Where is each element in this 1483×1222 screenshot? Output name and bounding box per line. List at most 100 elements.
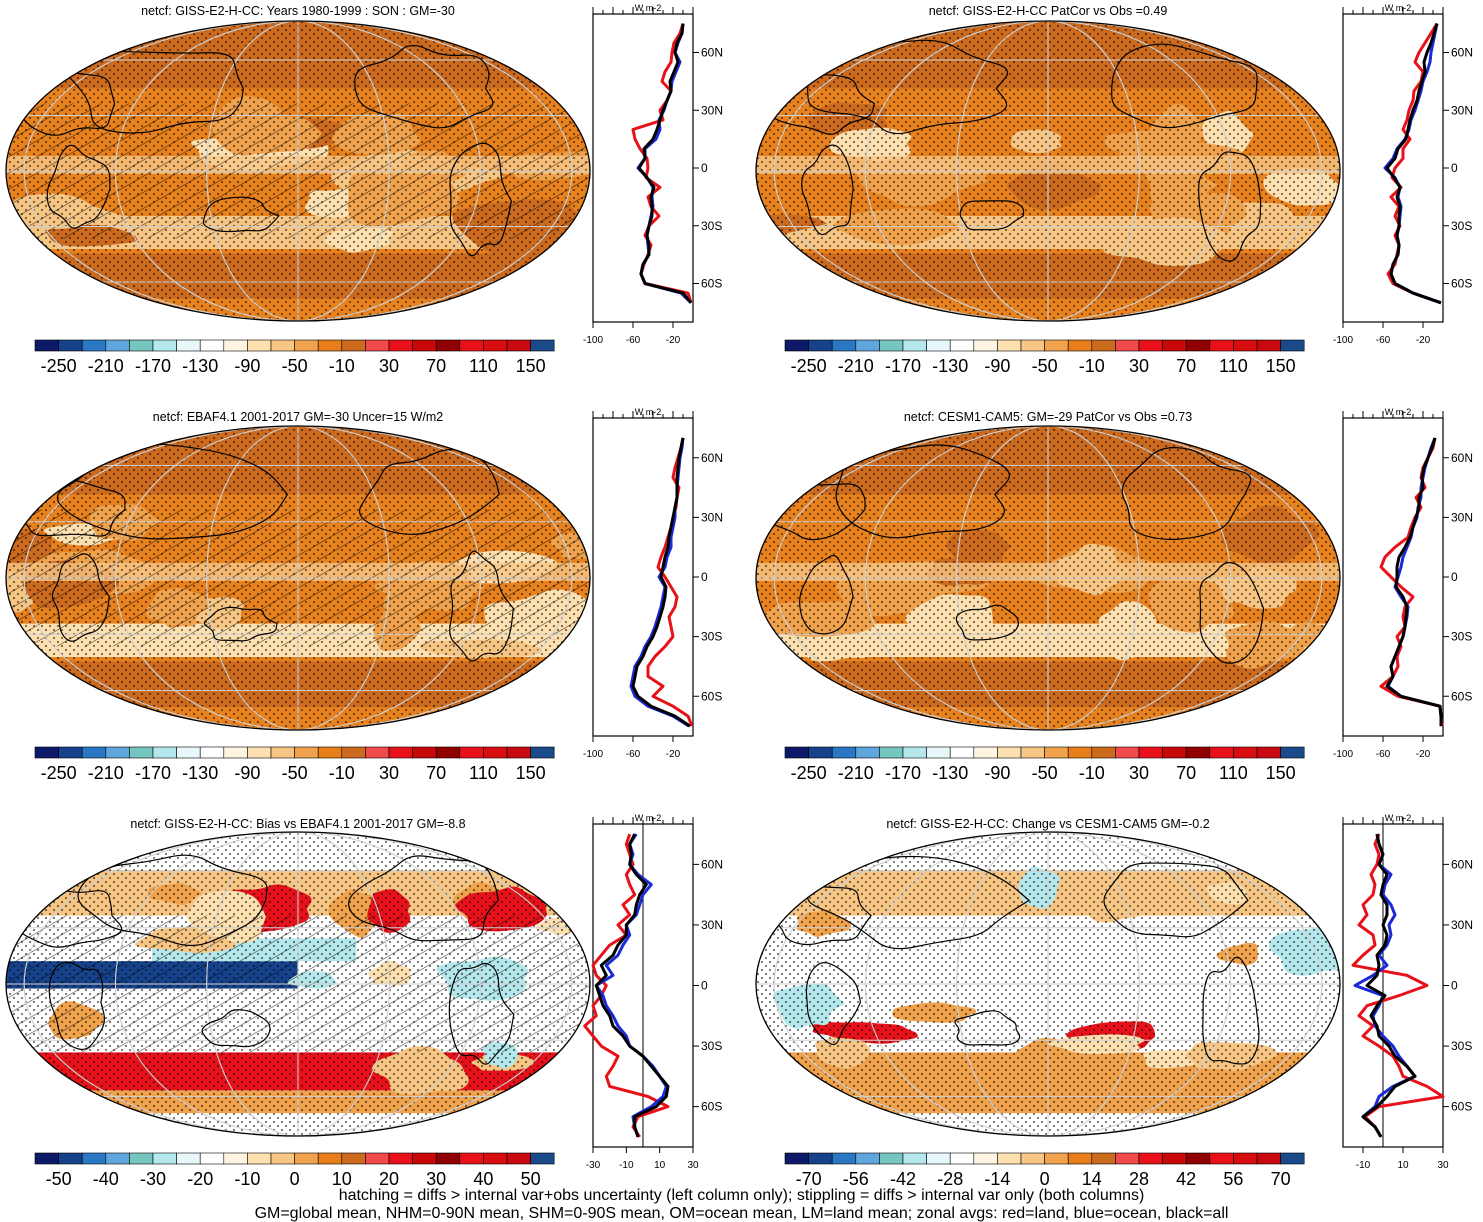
zonal-lat-label: 60N	[1451, 857, 1473, 871]
colorbar-box	[1115, 340, 1139, 351]
colorbar-box	[59, 340, 83, 351]
colorbar-box	[950, 1153, 974, 1164]
zonal-x-tick-label: -60	[1376, 335, 1391, 346]
colorbar-box	[413, 1153, 437, 1164]
colorbar-box	[950, 340, 974, 351]
colorbar-box	[271, 340, 295, 351]
colorbar-box	[903, 747, 927, 758]
colorbar-box	[1045, 1153, 1069, 1164]
colorbar-tick-label: -250	[791, 763, 827, 783]
colorbar-box	[1233, 340, 1257, 351]
colorbar-box	[1115, 747, 1139, 758]
zonal-unit-label: W m-2	[635, 813, 662, 823]
colorbar-tick-label: 70	[1176, 356, 1196, 376]
colorbar-tick-label: 110	[1219, 356, 1248, 376]
colorbar-box	[200, 340, 224, 351]
colorbar-box	[1045, 747, 1069, 758]
colorbar-box	[879, 1153, 903, 1164]
colorbar-box	[129, 747, 153, 758]
colorbar-box	[271, 747, 295, 758]
colorbar-box	[1163, 1153, 1187, 1164]
colorbar-tick-label: 10	[332, 1169, 352, 1189]
colorbar-box	[1210, 340, 1234, 351]
colorbar-tick-label: -130	[182, 763, 218, 783]
colorbar-box	[413, 340, 437, 351]
zonal-lat-label: 30N	[701, 103, 723, 117]
zonal-x-tick-label: -100	[583, 749, 603, 760]
colorbar-box	[342, 747, 366, 758]
colorbar-box	[832, 747, 856, 758]
colorbar-tick-label: -210	[88, 356, 124, 376]
zonal-lat-label: 0	[701, 979, 708, 993]
colorbar-box	[200, 1153, 224, 1164]
colorbar-box	[59, 747, 83, 758]
zonal-lat-label: 30N	[701, 918, 723, 932]
colorbar-box	[1233, 1153, 1257, 1164]
colorbar-box	[1021, 340, 1045, 351]
colorbar-box	[531, 747, 555, 758]
colorbar-tick-label: 70	[426, 763, 446, 783]
colorbar-tick-label: 110	[469, 763, 498, 783]
colorbar-box	[295, 1153, 319, 1164]
zonal-lat-label: 30N	[1451, 918, 1473, 932]
colorbar-tick-label: -10	[234, 1169, 260, 1189]
colorbar-box	[1092, 747, 1116, 758]
zonal-x-tick-label: 30	[1437, 1160, 1449, 1171]
colorbar-box	[927, 340, 951, 351]
colorbar-box	[809, 340, 833, 351]
zonal-lat-label: 0	[1451, 979, 1458, 993]
colorbar-box	[1281, 1153, 1305, 1164]
colorbar-box	[1257, 1153, 1281, 1164]
colorbar-tick-label: -14	[984, 1169, 1010, 1189]
colorbar-box	[389, 340, 413, 351]
colorbar-box	[997, 747, 1021, 758]
colorbar-tick-label: 56	[1223, 1169, 1243, 1189]
colorbar-box	[879, 340, 903, 351]
colorbar-tick-label: -90	[984, 763, 1010, 783]
colorbar-tick-label: 30	[1129, 763, 1149, 783]
zonal-lat-label: 30N	[701, 510, 723, 524]
colorbar-box	[365, 1153, 389, 1164]
colorbar-box	[856, 340, 880, 351]
colorbar-tick-label: 14	[1082, 1169, 1102, 1189]
colorbar-tick-label: -10	[329, 356, 355, 376]
zonal-unit-label: W m-2	[635, 407, 662, 417]
panel-title: netcf: GISS-E2-H-CC PatCor vs Obs =0.49	[929, 4, 1168, 18]
zonal-lat-label: 0	[1451, 570, 1458, 584]
panel-1: netcf: GISS-E2-H-CC: Years 1980-1999 : S…	[0, 3, 723, 376]
zonal-x-tick-label: -20	[666, 335, 681, 346]
colorbar-tick-label: 110	[469, 356, 498, 376]
map-field	[693, 21, 1343, 321]
colorbar-box	[365, 747, 389, 758]
zonal-lat-label: 0	[701, 161, 708, 175]
colorbar-tick-label: -10	[329, 763, 355, 783]
colorbar-tick-label: -40	[93, 1169, 119, 1189]
colorbar-box	[318, 747, 342, 758]
colorbar-tick-label: -10	[1079, 763, 1105, 783]
zonal-lat-label: 60S	[1451, 277, 1472, 291]
colorbar-box	[785, 340, 809, 351]
colorbar-box	[295, 747, 319, 758]
zonal-lat-label: 60N	[701, 857, 723, 871]
colorbar-box	[1233, 747, 1257, 758]
zonal-unit-label: W m-2	[1385, 813, 1412, 823]
zonal-lat-label: 30N	[1451, 510, 1473, 524]
colorbar-box	[224, 747, 248, 758]
colorbar-box	[318, 340, 342, 351]
colorbar-tick-label: -56	[843, 1169, 869, 1189]
panel-title: netcf: GISS-E2-H-CC: Bias vs EBAF4.1 200…	[130, 817, 465, 831]
colorbar-box	[106, 340, 130, 351]
colorbar-tick-label: -90	[234, 356, 260, 376]
colorbar-box	[974, 340, 998, 351]
zonal-x-tick-label: -100	[583, 335, 603, 346]
colorbar-box	[365, 340, 389, 351]
colorbar-tick-label: -50	[1032, 763, 1058, 783]
panel-3: netcf: EBAF4.1 2001-2017 GM=-30 Uncer=15…	[0, 407, 723, 783]
colorbar-box	[295, 340, 319, 351]
colorbar-tick-label: -170	[135, 356, 171, 376]
colorbar-box	[879, 747, 903, 758]
colorbar-box	[436, 340, 460, 351]
colorbar-tick-label: -28	[937, 1169, 963, 1189]
colorbar-tick-label: -50	[282, 356, 308, 376]
map-field	[0, 21, 612, 321]
